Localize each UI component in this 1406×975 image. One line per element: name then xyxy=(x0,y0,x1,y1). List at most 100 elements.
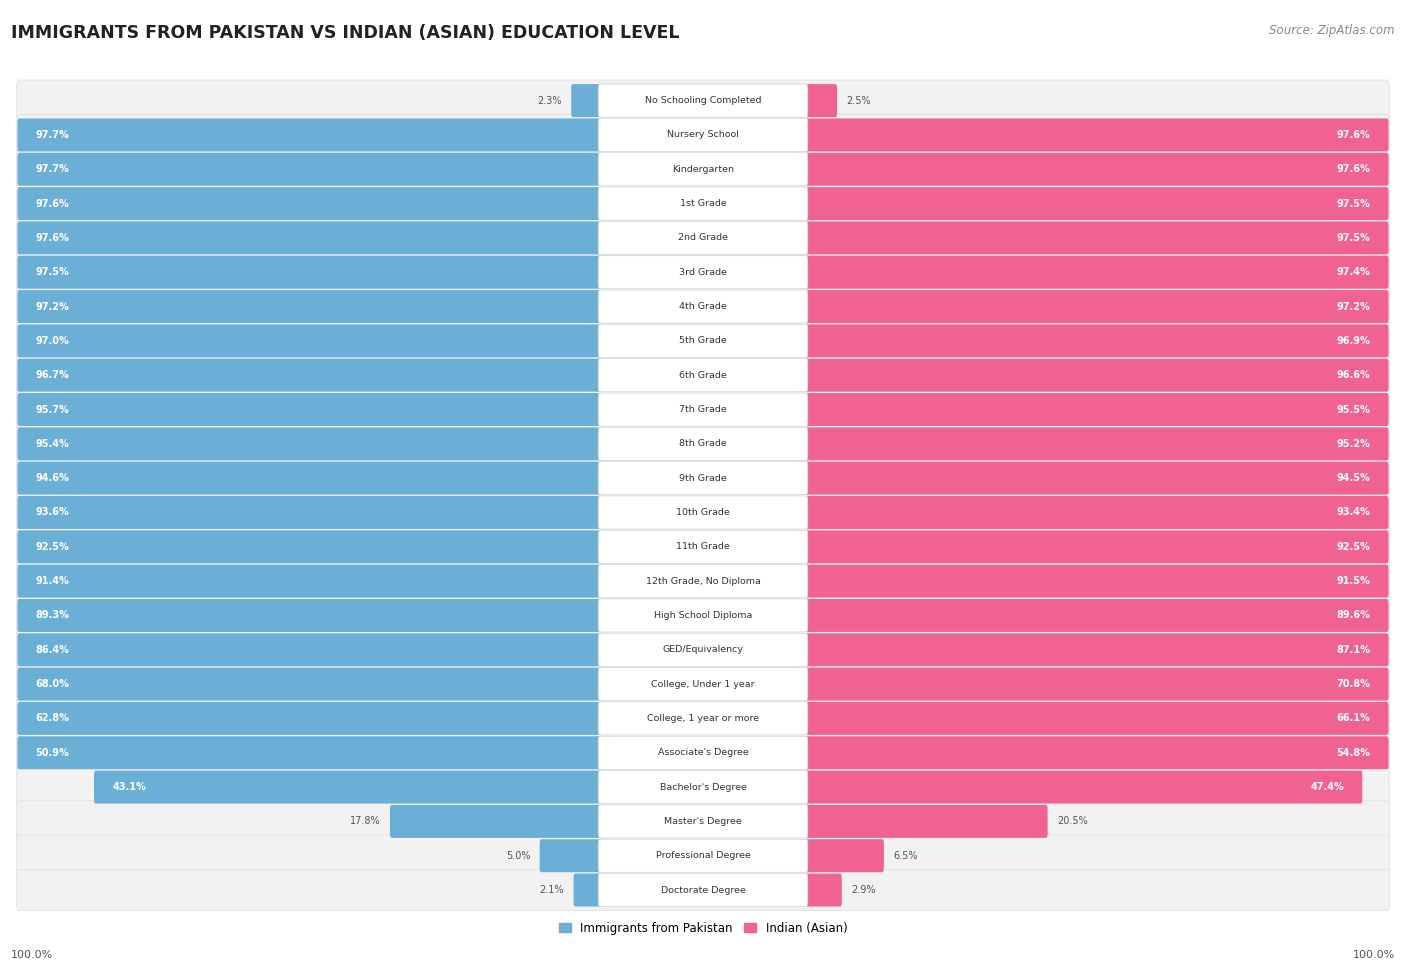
Text: 97.5%: 97.5% xyxy=(1337,199,1371,209)
Text: Doctorate Degree: Doctorate Degree xyxy=(661,885,745,894)
FancyBboxPatch shape xyxy=(17,496,602,529)
FancyBboxPatch shape xyxy=(804,496,1389,529)
Text: Nursery School: Nursery School xyxy=(666,131,740,139)
FancyBboxPatch shape xyxy=(17,325,602,358)
FancyBboxPatch shape xyxy=(17,736,602,769)
FancyBboxPatch shape xyxy=(94,770,602,803)
FancyBboxPatch shape xyxy=(804,359,1389,392)
Text: 62.8%: 62.8% xyxy=(35,714,69,723)
FancyBboxPatch shape xyxy=(804,874,842,907)
FancyBboxPatch shape xyxy=(598,599,808,632)
FancyBboxPatch shape xyxy=(17,221,602,254)
Text: Professional Degree: Professional Degree xyxy=(655,851,751,860)
Text: 95.2%: 95.2% xyxy=(1337,439,1371,448)
Text: 1st Grade: 1st Grade xyxy=(679,199,727,208)
Text: 95.7%: 95.7% xyxy=(35,405,69,414)
Text: 2.3%: 2.3% xyxy=(537,96,562,105)
FancyBboxPatch shape xyxy=(598,634,808,666)
Text: 94.6%: 94.6% xyxy=(35,473,69,484)
FancyBboxPatch shape xyxy=(17,462,602,494)
FancyBboxPatch shape xyxy=(571,84,602,117)
FancyBboxPatch shape xyxy=(804,736,1389,769)
Text: 9th Grade: 9th Grade xyxy=(679,474,727,483)
FancyBboxPatch shape xyxy=(17,561,1389,602)
FancyBboxPatch shape xyxy=(17,732,1389,773)
FancyBboxPatch shape xyxy=(804,599,1389,632)
FancyBboxPatch shape xyxy=(17,423,1389,464)
Text: 97.6%: 97.6% xyxy=(35,199,69,209)
Text: 100.0%: 100.0% xyxy=(11,951,53,960)
FancyBboxPatch shape xyxy=(17,664,1389,705)
FancyBboxPatch shape xyxy=(17,629,1389,671)
FancyBboxPatch shape xyxy=(17,427,602,460)
FancyBboxPatch shape xyxy=(389,805,602,838)
FancyBboxPatch shape xyxy=(598,770,808,803)
FancyBboxPatch shape xyxy=(804,153,1389,185)
FancyBboxPatch shape xyxy=(17,870,1389,911)
FancyBboxPatch shape xyxy=(598,462,808,494)
Text: 20.5%: 20.5% xyxy=(1057,816,1088,827)
Text: 95.5%: 95.5% xyxy=(1337,405,1371,414)
Text: 68.0%: 68.0% xyxy=(35,680,69,689)
FancyBboxPatch shape xyxy=(17,565,602,598)
Text: 91.4%: 91.4% xyxy=(35,576,69,586)
FancyBboxPatch shape xyxy=(17,530,602,564)
Text: 86.4%: 86.4% xyxy=(35,644,69,655)
FancyBboxPatch shape xyxy=(17,766,1389,807)
Legend: Immigrants from Pakistan, Indian (Asian): Immigrants from Pakistan, Indian (Asian) xyxy=(554,916,852,939)
FancyBboxPatch shape xyxy=(17,492,1389,533)
FancyBboxPatch shape xyxy=(598,874,808,907)
FancyBboxPatch shape xyxy=(804,291,1389,323)
Text: 2.5%: 2.5% xyxy=(846,96,872,105)
Text: 97.5%: 97.5% xyxy=(35,267,69,277)
Text: 97.4%: 97.4% xyxy=(1337,267,1371,277)
FancyBboxPatch shape xyxy=(598,496,808,529)
FancyBboxPatch shape xyxy=(804,427,1389,460)
FancyBboxPatch shape xyxy=(598,530,808,564)
Text: 92.5%: 92.5% xyxy=(35,542,69,552)
FancyBboxPatch shape xyxy=(17,389,1389,430)
FancyBboxPatch shape xyxy=(804,187,1389,220)
Text: 6.5%: 6.5% xyxy=(893,851,918,861)
FancyBboxPatch shape xyxy=(17,148,1389,190)
Text: 97.6%: 97.6% xyxy=(1337,130,1371,140)
Text: 2.9%: 2.9% xyxy=(851,885,876,895)
FancyBboxPatch shape xyxy=(17,80,1389,121)
FancyBboxPatch shape xyxy=(804,634,1389,666)
FancyBboxPatch shape xyxy=(17,526,1389,567)
Text: 94.5%: 94.5% xyxy=(1337,473,1371,484)
Text: 97.6%: 97.6% xyxy=(1337,164,1371,175)
Text: 97.7%: 97.7% xyxy=(35,164,69,175)
Text: 11th Grade: 11th Grade xyxy=(676,542,730,551)
Text: Bachelor's Degree: Bachelor's Degree xyxy=(659,783,747,792)
FancyBboxPatch shape xyxy=(598,565,808,598)
FancyBboxPatch shape xyxy=(17,668,602,701)
Text: Associate's Degree: Associate's Degree xyxy=(658,748,748,758)
FancyBboxPatch shape xyxy=(17,359,602,392)
Text: 50.9%: 50.9% xyxy=(35,748,69,758)
FancyBboxPatch shape xyxy=(804,462,1389,494)
Text: 5.0%: 5.0% xyxy=(506,851,530,861)
FancyBboxPatch shape xyxy=(598,187,808,220)
FancyBboxPatch shape xyxy=(17,634,602,666)
FancyBboxPatch shape xyxy=(17,320,1389,362)
FancyBboxPatch shape xyxy=(17,457,1389,499)
Text: Kindergarten: Kindergarten xyxy=(672,165,734,174)
FancyBboxPatch shape xyxy=(598,84,808,117)
Text: GED/Equivalency: GED/Equivalency xyxy=(662,645,744,654)
FancyBboxPatch shape xyxy=(804,84,837,117)
FancyBboxPatch shape xyxy=(598,359,808,392)
FancyBboxPatch shape xyxy=(17,595,1389,636)
FancyBboxPatch shape xyxy=(804,325,1389,358)
Text: 97.7%: 97.7% xyxy=(35,130,69,140)
FancyBboxPatch shape xyxy=(17,114,1389,156)
FancyBboxPatch shape xyxy=(598,702,808,735)
FancyBboxPatch shape xyxy=(804,221,1389,254)
FancyBboxPatch shape xyxy=(17,217,1389,258)
Text: 43.1%: 43.1% xyxy=(112,782,146,792)
Text: 100.0%: 100.0% xyxy=(1353,951,1395,960)
Text: 54.8%: 54.8% xyxy=(1337,748,1371,758)
FancyBboxPatch shape xyxy=(17,118,602,151)
Text: 66.1%: 66.1% xyxy=(1337,714,1371,723)
Text: Source: ZipAtlas.com: Source: ZipAtlas.com xyxy=(1270,24,1395,37)
